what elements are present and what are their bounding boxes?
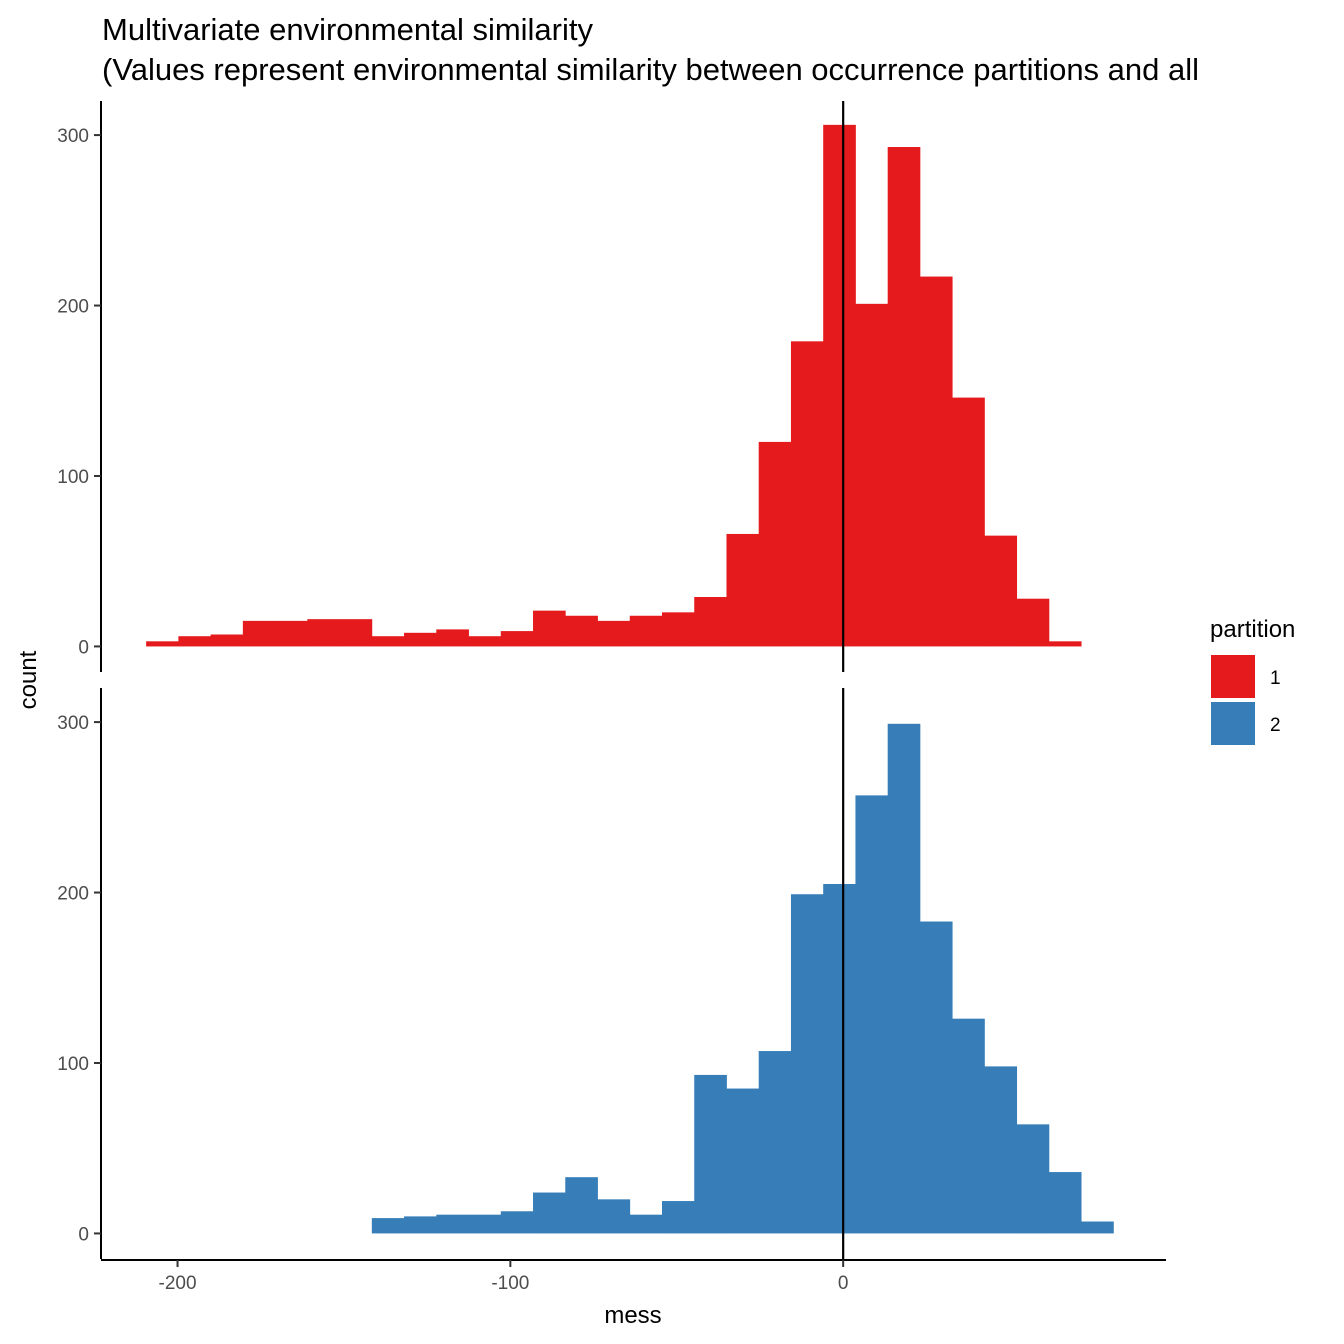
histogram-bar-p1-25	[952, 397, 985, 647]
y-tick-label-panel-2: 200	[57, 884, 89, 905]
histogram-bar-p2-7	[371, 1218, 405, 1234]
chart-subtitle: (Values represent environmental similari…	[102, 52, 1199, 87]
histogram-bar-p1-23	[887, 147, 921, 647]
chart-title: Multivariate environmental similarity	[102, 12, 593, 47]
histogram-bar-p1-1	[178, 636, 212, 647]
histogram-bar-p2-14	[597, 1199, 631, 1234]
histogram-bar-p1-14	[597, 620, 631, 647]
histogram-bar-p1-27	[1016, 598, 1050, 647]
histogram-bar-p1-24	[919, 276, 953, 647]
legend-title: partition	[1210, 616, 1295, 643]
histogram-bar-p2-20	[790, 894, 824, 1234]
x-axis: -200 -100 0	[101, 1259, 1166, 1294]
histogram-bar-p1-8	[404, 632, 437, 647]
histogram-bar-p1-15	[629, 615, 663, 647]
histogram-bar-p2-8	[404, 1216, 437, 1234]
histogram-bar-p2-12	[533, 1192, 566, 1234]
x-axis-title: mess	[604, 1302, 661, 1329]
histogram-bar-p2-28	[1048, 1172, 1082, 1234]
histogram-bar-p2-24	[919, 921, 953, 1234]
histogram-bar-p2-18	[726, 1088, 760, 1234]
histogram-bar-p2-9	[436, 1214, 469, 1234]
y-tick-label-panel-1: 0	[78, 637, 89, 658]
legend-key-partition-1	[1211, 655, 1255, 698]
histogram-bar-p1-7	[371, 636, 405, 647]
legend-key-partition-2	[1211, 702, 1255, 745]
facet-panel-partition-2: 0 100 200 300	[57, 688, 1114, 1259]
histogram-bar-p2-19	[758, 1051, 792, 1234]
histogram-bar-p1-9	[436, 629, 469, 647]
histogram-bar-p1-21	[823, 124, 856, 647]
histogram-bar-p2-13	[565, 1177, 598, 1234]
histogram-bar-p2-21	[823, 884, 856, 1234]
histogram-bar-p2-25	[952, 1018, 985, 1234]
y-tick-label-panel-1: 100	[57, 467, 89, 488]
histogram-bar-p1-19	[758, 441, 792, 647]
y-tick-label-panel-2: 100	[57, 1054, 89, 1075]
legend: partition 1 2	[1210, 616, 1295, 745]
histogram-bar-p2-15	[629, 1214, 663, 1234]
histogram-bar-p1-2	[210, 634, 244, 647]
histogram-bar-p1-11	[500, 631, 534, 647]
histogram-bar-p2-17	[694, 1074, 727, 1234]
histogram-bar-p1-22	[855, 303, 889, 647]
histogram-bar-p1-26	[984, 535, 1018, 647]
histogram-bar-p2-10	[468, 1214, 502, 1234]
histogram-bar-p1-12	[533, 610, 566, 647]
histogram-bar-p2-26	[984, 1066, 1018, 1234]
x-tick-label: -100	[491, 1273, 529, 1294]
legend-label-partition-1: 1	[1270, 668, 1281, 689]
y-tick-label-panel-2: 300	[57, 713, 89, 734]
histogram-bar-p1-13	[565, 615, 598, 647]
histogram-bar-p2-11	[500, 1211, 534, 1234]
histogram-bar-p1-16	[662, 612, 695, 647]
y-tick-label-panel-1: 300	[57, 126, 89, 147]
y-tick-label-panel-1: 200	[57, 297, 89, 318]
y-axis-title: count	[15, 650, 42, 709]
histogram-bar-p2-29	[1081, 1221, 1114, 1234]
x-tick-label: 0	[838, 1273, 849, 1294]
histogram-bar-p1-5	[307, 619, 340, 647]
histogram-bar-p2-23	[887, 723, 921, 1234]
histogram-bar-p2-27	[1016, 1124, 1050, 1234]
facet-panel-partition-1: 0 100 200 300	[57, 101, 1082, 672]
histogram-bar-p1-28	[1048, 641, 1082, 647]
histogram-bar-p1-6	[339, 619, 373, 647]
histogram-bar-p2-16	[662, 1201, 695, 1234]
histogram-bar-p1-3	[242, 620, 276, 647]
y-tick-label-panel-2: 0	[78, 1224, 89, 1245]
histogram-bar-p1-20	[790, 341, 824, 647]
histogram-bar-p1-17	[694, 597, 727, 647]
x-tick-label: -200	[159, 1273, 197, 1294]
legend-label-partition-2: 2	[1270, 715, 1281, 736]
histogram-bar-p1-18	[726, 533, 760, 647]
histogram-bar-p2-22	[855, 795, 889, 1234]
histogram-bar-p1-4	[275, 620, 308, 647]
histogram-bar-p1-0	[146, 641, 179, 647]
histogram-bar-p1-10	[468, 636, 502, 647]
